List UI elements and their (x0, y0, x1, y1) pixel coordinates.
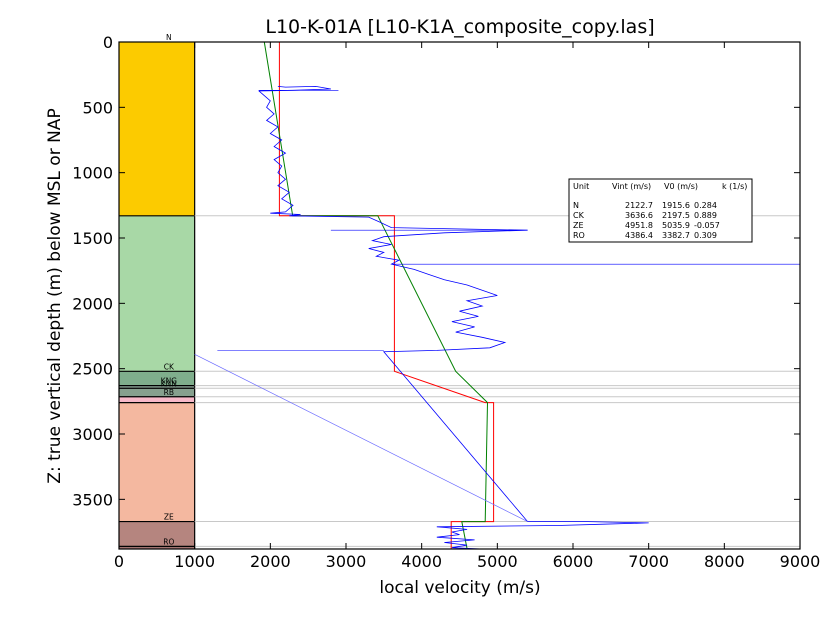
unit-block (119, 546, 195, 549)
y-tick-label: 1500 (72, 229, 113, 248)
y-axis-title: Z: true vertical depth (m) below MSL or … (45, 108, 65, 483)
unit-label: RB (164, 388, 174, 397)
legend-header-v0: V0 (m/s) (664, 182, 698, 191)
legend-row-unit: RO (573, 231, 585, 240)
x-tick-label: 0 (114, 552, 124, 571)
unit-block (119, 42, 195, 216)
legend-row-vint: 4386.4 (625, 231, 653, 240)
x-tick-label: 9000 (780, 552, 821, 571)
y-tick-label: 3500 (72, 490, 113, 509)
legend-row-k: 0.889 (694, 211, 717, 220)
legend-row-v0: 5035.9 (662, 221, 690, 230)
series-lines (194, 41, 800, 550)
y-tick-label: 0 (103, 33, 113, 52)
legend-frame (568, 178, 753, 243)
series-line-interval-velocity (278, 42, 495, 549)
unit-label: RO (163, 537, 174, 546)
legend-header-k: k (1/s) (722, 182, 747, 191)
unit-label: KNG (161, 377, 178, 386)
y-tick-label: 3000 (72, 425, 113, 444)
x-tick-label: 4000 (401, 552, 442, 571)
x-tick-label: 8000 (704, 552, 745, 571)
unit-block (119, 521, 195, 547)
series-line-sonic-velocity (257, 85, 649, 550)
y-tick-label: 1000 (72, 164, 113, 183)
unit-block (119, 396, 195, 403)
x-axis-title: local velocity (m/s) (379, 578, 540, 598)
legend-header-vint: Vint (m/s) (612, 182, 651, 191)
legend-row-v0: 3382.7 (662, 231, 690, 240)
x-tick-label: 5000 (477, 552, 518, 571)
unit-block (119, 385, 195, 389)
legend-row-k: -0.057 (694, 221, 720, 230)
chart-title: L10-K-01A [L10-K1A_composite_copy.las] (265, 16, 654, 38)
legend-row-vint: 2122.7 (625, 201, 653, 210)
series-line-linear-trend (263, 41, 489, 550)
legend-row-v0: 2197.5 (662, 211, 690, 220)
unit-block (119, 388, 195, 397)
legend-row-unit: ZE (573, 221, 584, 230)
unit-block (119, 215, 195, 372)
unit-block (119, 371, 195, 386)
x-tick-label: 3000 (326, 552, 367, 571)
legend-header-unit: Unit (573, 182, 589, 191)
unit-label: CK (164, 362, 175, 371)
plot-frame (118, 41, 801, 550)
unit-label: ZE (164, 513, 174, 522)
y-tick-label: 2000 (72, 294, 113, 313)
x-tick-label: 7000 (628, 552, 669, 571)
legend-box: Unit Vint (m/s) V0 (m/s) k (1/s) N 2122.… (568, 178, 753, 243)
unit-label: N (166, 33, 172, 42)
x-tick-label: 1000 (174, 552, 215, 571)
x-tick-label: 2000 (250, 552, 291, 571)
legend-row-unit: CK (573, 211, 585, 220)
y-tick-label: 500 (82, 98, 113, 117)
legend-row-vint: 4951.8 (625, 221, 653, 230)
legend-row-v0: 1915.6 (662, 201, 690, 210)
x-tick-label: 6000 (553, 552, 594, 571)
unit-block (119, 402, 195, 522)
unit-label: KNN (161, 379, 177, 388)
legend-row-vint: 3636.6 (625, 211, 653, 220)
legend-row-k: 0.284 (694, 201, 717, 210)
unit-boundary-lines (194, 215, 800, 547)
legend-row-k: 0.309 (694, 231, 717, 240)
y-tick-label: 2500 (72, 360, 113, 379)
axis-ticks: 0 1000 2000 3000 4000 5000 6000 7000 8000 9000 0 50… (72, 33, 820, 571)
legend-row-unit: N (573, 201, 579, 210)
connector-line (194, 353, 528, 522)
